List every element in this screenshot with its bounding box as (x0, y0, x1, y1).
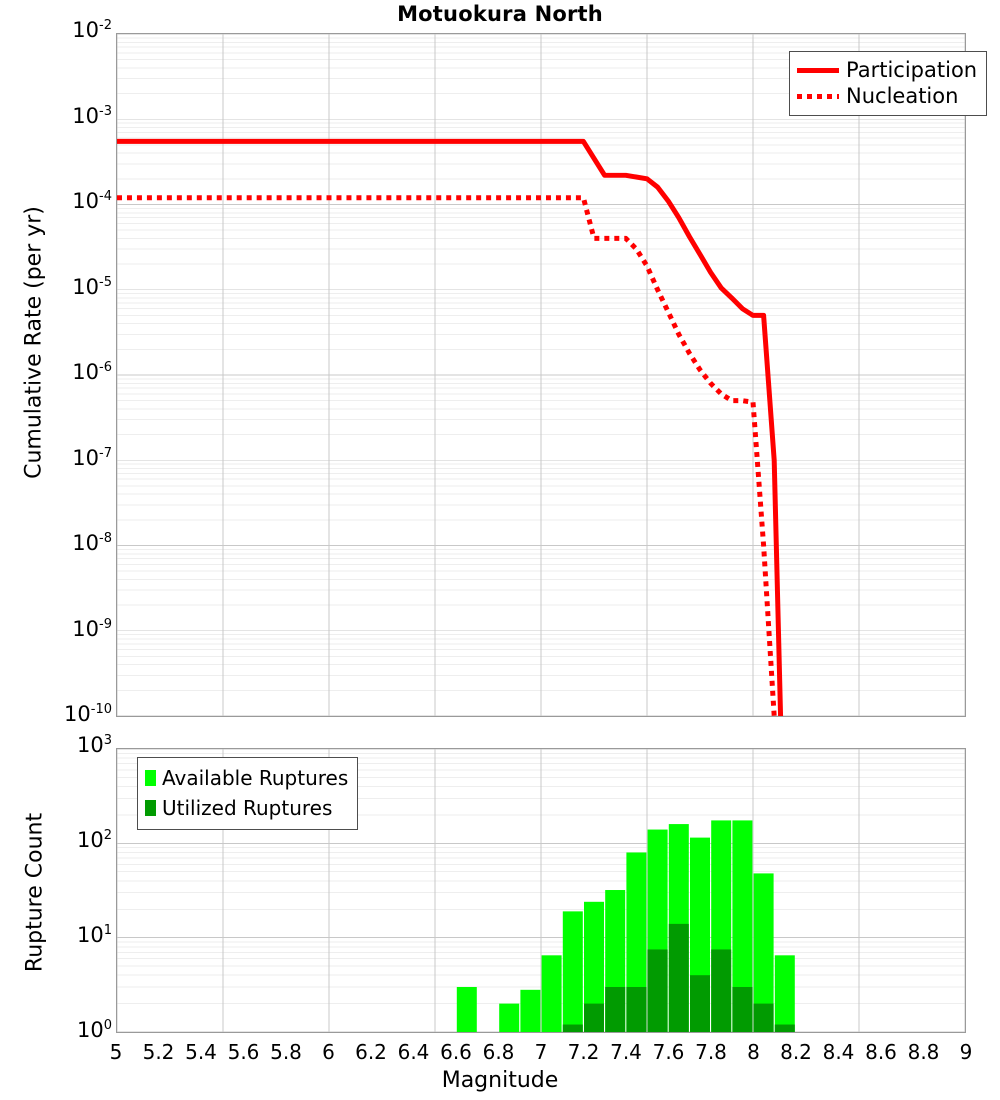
cumulative-rate-svg (117, 34, 965, 716)
utilized-ruptures-swatch-icon (145, 800, 156, 816)
xtick-5.8: 5.8 (270, 1040, 302, 1064)
xtick-5.6: 5.6 (227, 1040, 260, 1064)
legend-item-utilized-ruptures: Utilized Ruptures (145, 793, 348, 823)
xtick-8.8: 8.8 (907, 1040, 940, 1064)
bar-available (456, 986, 477, 1032)
bar-utilized (647, 949, 668, 1032)
legend-item-nucleation: Nucleation (797, 83, 977, 109)
ytick-top--3: 10-3 (72, 103, 112, 128)
ytick-bottom-0: 100 (76, 1018, 112, 1042)
bar-utilized (732, 986, 753, 1032)
xtick-7.6: 7.6 (652, 1040, 685, 1064)
rupture-count-svg (117, 749, 965, 1032)
top-panel-y-axis-title: Cumulative Rate (per yr) (21, 206, 47, 479)
ytick-top--8: 10-8 (72, 531, 112, 555)
bar-available (732, 820, 753, 1032)
xtick-5: 5 (109, 1040, 123, 1064)
xtick-5.2: 5.2 (142, 1040, 175, 1064)
available-ruptures-swatch-icon (145, 770, 156, 786)
bottom-panel-y-axis-title: Rupture Count (22, 812, 48, 973)
curve-legend: Participation Nucleation (789, 51, 988, 116)
legend-label-utilized-ruptures: Utilized Ruptures (162, 796, 333, 820)
curve-participation (117, 138, 784, 716)
bar-utilized (668, 923, 689, 1032)
ytick-top--7: 10-7 (72, 445, 112, 470)
xtick-5.4: 5.4 (185, 1040, 217, 1064)
xtick-7.8: 7.8 (695, 1040, 727, 1064)
bar-available (499, 1003, 520, 1032)
legend-item-available-ruptures: Available Ruptures (145, 763, 348, 793)
bar-available (583, 901, 605, 1032)
bar-utilized (753, 1003, 774, 1032)
bar-utilized (711, 949, 732, 1032)
legend-label-participation: Participation (846, 57, 978, 82)
xtick-6.2: 6.2 (355, 1040, 387, 1064)
bar-available (520, 989, 541, 1032)
bar-available (774, 955, 795, 1032)
ytick-top--6: 10-6 (72, 360, 112, 384)
xtick-7: 7 (534, 1040, 548, 1064)
xtick-6: 6 (322, 1040, 335, 1064)
participation-line-icon (797, 62, 839, 78)
xtick-6.6: 6.6 (440, 1040, 472, 1064)
xtick-8: 8 (747, 1040, 760, 1064)
xtick-8.6: 8.6 (865, 1040, 897, 1064)
ytick-top--9: 10-9 (72, 616, 112, 641)
top-panel-ytick-labels: 10-2 10-3 10-4 10-5 10-6 10-7 10-8 10-9 10-10 (0, 0, 112, 740)
ytick-top--5: 10-5 (72, 274, 112, 299)
ytick-top--2: 10-2 (72, 18, 112, 42)
bar-utilized (562, 1024, 583, 1032)
legend-label-nucleation: Nucleation (846, 83, 959, 108)
bar-utilized (626, 986, 647, 1032)
ytick-bottom-1: 101 (76, 923, 112, 947)
bar-utilized (583, 1003, 605, 1032)
bar-utilized (774, 1024, 795, 1032)
histogram-legend: Available Ruptures Utilized Ruptures (137, 757, 359, 830)
bar-available (541, 955, 562, 1032)
xtick-7.4: 7.4 (610, 1040, 642, 1064)
bar-utilized (605, 986, 626, 1032)
bar-utilized (689, 975, 711, 1032)
chart-title: Motuokura North (397, 2, 603, 26)
xtick-8.4: 8.4 (822, 1040, 855, 1064)
nucleation-line-icon (797, 88, 839, 104)
xtick-9: 9 (959, 1040, 973, 1064)
ytick-bottom-3: 103 (76, 733, 112, 757)
xtick-6.8: 6.8 (482, 1040, 515, 1064)
xtick-6.4: 6.4 (397, 1040, 430, 1064)
xtick-8.2: 8.2 (780, 1040, 812, 1064)
xtick-7.2: 7.2 (567, 1040, 600, 1064)
bar-available (753, 873, 774, 1032)
ytick-top--10: 10-10 (64, 702, 112, 726)
legend-item-participation: Participation (797, 57, 977, 83)
ytick-bottom-2: 102 (76, 828, 112, 852)
cumulative-rate-plot (116, 33, 966, 717)
x-axis-title: Magnitude (441, 1068, 559, 1093)
curve-nucleation (117, 195, 779, 716)
legend-label-available-ruptures: Available Ruptures (162, 766, 349, 790)
bar-available (562, 911, 583, 1032)
ytick-top--4: 10-4 (72, 189, 112, 213)
bottom-panel-ytick-labels: 103 102 101 100 (0, 734, 112, 1060)
